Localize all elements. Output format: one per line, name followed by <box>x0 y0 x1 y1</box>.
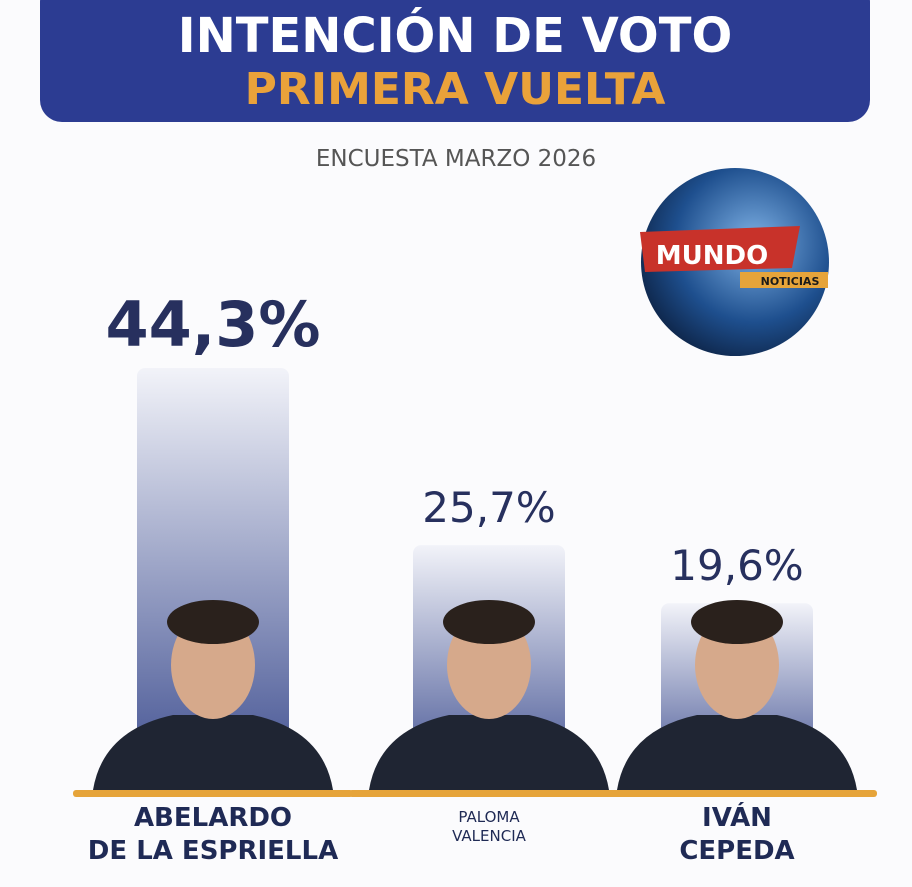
category-label: IVÁN CEPEDA <box>679 803 795 866</box>
portrait-body <box>369 715 609 790</box>
chart-caption: ENCUESTA MARZO 2026 <box>315 146 597 172</box>
baseline <box>73 790 353 797</box>
value-label: 44,3% <box>105 288 321 361</box>
logo-subtitle: NOTICIAS <box>761 275 820 288</box>
portrait-hair <box>691 600 783 644</box>
title-banner <box>40 0 870 122</box>
chart-title: INTENCIÓN DE VOTO <box>177 8 733 64</box>
logo-ribbon2 <box>740 272 828 288</box>
category-label: PALOMA VALENCIA <box>452 808 526 845</box>
portrait-body <box>617 715 857 790</box>
chart-subtitle: PRIMERA VUELTA <box>244 64 666 115</box>
portrait-body <box>93 715 333 790</box>
baseline <box>349 790 629 797</box>
category-label: ABELARDO DE LA ESPRIELLA <box>87 803 339 866</box>
portrait-hair <box>443 600 535 644</box>
logo-ribbon <box>640 226 800 272</box>
logo-title: MUNDO <box>656 241 768 271</box>
portrait-hair <box>167 600 259 644</box>
baseline <box>597 790 877 797</box>
value-label: 19,6% <box>670 541 804 591</box>
value-label: 25,7% <box>422 483 556 533</box>
